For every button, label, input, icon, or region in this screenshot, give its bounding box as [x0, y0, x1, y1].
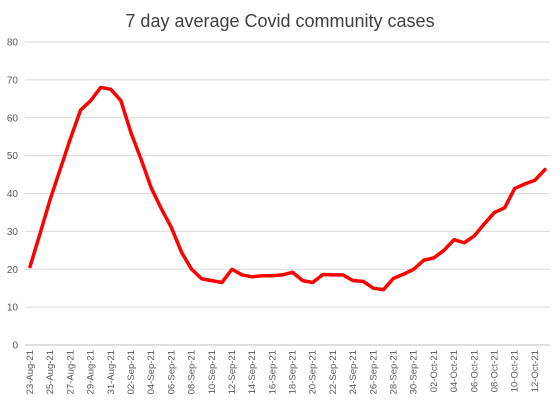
x-tick-label: 28-Sep-21 — [389, 350, 400, 394]
data-point — [503, 206, 506, 210]
x-tick-label: 04-Oct-21 — [449, 350, 460, 392]
x-tick-label: 23-Aug-21 — [25, 350, 36, 394]
data-point — [281, 273, 284, 277]
y-tick-label: 0 — [12, 341, 18, 352]
x-tick-label: 04-Sep-21 — [146, 350, 157, 394]
x-tick-label: 02-Sep-21 — [126, 350, 137, 394]
data-point — [109, 88, 113, 91]
data-point — [69, 137, 72, 140]
data-point — [452, 238, 456, 241]
data-point — [543, 168, 547, 171]
y-tick-label: 80 — [7, 38, 19, 49]
x-tick-label: 20-Sep-21 — [308, 350, 319, 394]
data-point — [422, 258, 425, 262]
y-tick-label: 10 — [7, 303, 19, 314]
x-tick-label: 06-Sep-21 — [166, 350, 177, 394]
data-point — [311, 281, 314, 284]
data-point — [351, 279, 355, 282]
data-point — [38, 232, 42, 235]
x-tick-label: 08-Sep-21 — [187, 350, 198, 394]
data-point — [523, 182, 526, 186]
data-point — [200, 277, 203, 280]
data-point — [331, 273, 335, 277]
data-point — [220, 281, 224, 284]
data-point — [49, 197, 52, 201]
x-tick-label: 24-Sep-21 — [348, 350, 359, 394]
series-line — [28, 85, 547, 292]
gridlines — [25, 41, 550, 308]
x-tick-label: 10-Oct-21 — [510, 350, 521, 392]
y-tick-label: 30 — [7, 227, 19, 238]
x-tick-label: 12-Sep-21 — [227, 350, 238, 394]
data-point — [190, 268, 193, 271]
x-tick-label: 06-Oct-21 — [469, 350, 480, 392]
data-point — [372, 286, 375, 290]
x-tick-label: 08-Oct-21 — [489, 350, 500, 392]
data-point — [89, 99, 92, 102]
y-axis: 0 10 20 30 40 50 60 70 80 — [7, 38, 19, 352]
data-point — [513, 187, 516, 190]
data-point — [210, 279, 213, 282]
series-layer — [28, 85, 547, 292]
y-tick-label: 50 — [7, 151, 19, 162]
y-tick-label: 40 — [7, 189, 19, 200]
y-tick-label: 70 — [7, 75, 19, 86]
data-point — [150, 186, 153, 190]
data-point — [28, 265, 32, 268]
data-point — [533, 179, 537, 182]
data-point — [412, 268, 415, 271]
chart-title: 7 day average Covid community cases — [125, 11, 434, 31]
y-tick-label: 60 — [7, 113, 19, 124]
data-point — [442, 249, 446, 252]
x-tick-label: 22-Sep-21 — [328, 350, 339, 394]
data-point — [99, 86, 102, 89]
data-point — [160, 207, 163, 210]
x-tick-label: 31-Aug-21 — [106, 350, 117, 394]
x-tick-label: 10-Sep-21 — [207, 350, 218, 394]
data-point — [402, 272, 405, 276]
y-tick-label: 20 — [7, 265, 19, 276]
data-point — [261, 274, 264, 277]
x-tick-label: 29-Aug-21 — [86, 350, 97, 394]
x-tick-label: 25-Aug-21 — [45, 350, 56, 394]
data-point — [79, 108, 82, 112]
data-point — [483, 222, 486, 225]
data-point — [341, 273, 345, 277]
x-tick-label: 18-Sep-21 — [288, 350, 299, 394]
data-point — [321, 273, 325, 276]
data-point — [139, 158, 143, 161]
data-point — [129, 131, 133, 135]
data-point — [180, 251, 183, 254]
data-point — [291, 271, 294, 274]
x-tick-label: 12-Oct-21 — [530, 350, 541, 392]
data-point — [362, 280, 365, 283]
data-point — [119, 99, 123, 102]
data-point — [392, 277, 395, 280]
x-axis: 23-Aug-21 25-Aug-21 27-Aug-21 29-Aug-21 31-A… — [25, 344, 550, 394]
data-point — [59, 167, 62, 171]
data-point — [301, 279, 304, 282]
data-point — [271, 274, 274, 277]
data-point — [462, 241, 466, 244]
x-tick-label: 26-Sep-21 — [368, 350, 379, 394]
x-tick-label: 27-Aug-21 — [65, 350, 76, 394]
data-point — [473, 234, 476, 238]
data-point — [230, 268, 234, 271]
data-point — [382, 288, 385, 291]
data-point — [170, 226, 173, 229]
x-tick-label: 30-Sep-21 — [409, 350, 420, 394]
data-point — [250, 275, 254, 279]
data-point — [493, 211, 496, 214]
data-point — [432, 256, 436, 260]
x-tick-label: 02-Oct-21 — [429, 350, 440, 392]
x-tick-label: 14-Sep-21 — [247, 350, 258, 394]
data-point — [240, 273, 244, 277]
x-tick-label: 16-Sep-21 — [267, 350, 278, 394]
